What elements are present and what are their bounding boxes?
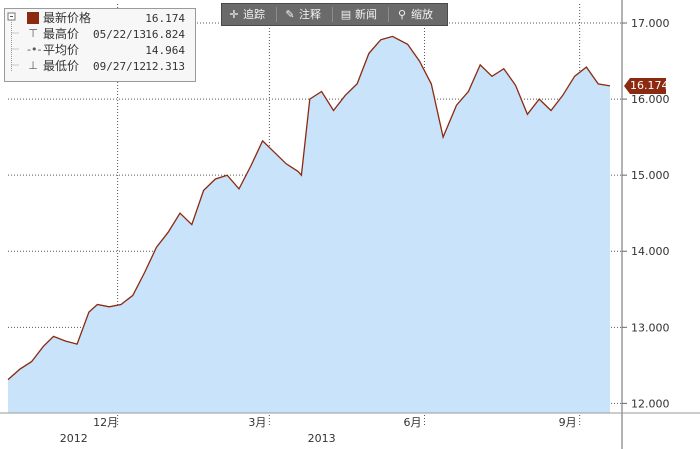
track-button[interactable]: ✛ 追踪 bbox=[228, 4, 265, 25]
y-tick-label: 12.000 bbox=[631, 397, 670, 410]
avg-price-label: 平均价 bbox=[43, 43, 80, 57]
x-tick-label: 9月 bbox=[559, 416, 577, 429]
price-area-fill bbox=[8, 36, 610, 414]
y-tick-label: 17.000 bbox=[631, 17, 670, 30]
high-marker-icon: ⊤ bbox=[28, 27, 38, 40]
legend-row-avg: -•- 平均价 14.964 bbox=[5, 43, 191, 58]
x-tick-label: 3月 bbox=[248, 416, 266, 429]
last-price-tag: 16.174 bbox=[624, 78, 669, 94]
year-label: 2013 bbox=[308, 432, 336, 445]
x-tick-label: 12月 bbox=[93, 416, 118, 429]
low-price-date: 09/27/12 bbox=[93, 60, 146, 73]
annotate-button-label: 注释 bbox=[299, 8, 321, 21]
news-button-label: 新闻 bbox=[355, 8, 377, 21]
y-tick-label: 16.000 bbox=[631, 93, 670, 106]
average-marker-icon: -•- bbox=[27, 43, 42, 56]
last-price-value: 16.174 bbox=[145, 12, 185, 25]
low-marker-icon: ⊥ bbox=[28, 59, 38, 72]
y-tick-label: 13.000 bbox=[631, 321, 670, 334]
high-price-label: 最高价 bbox=[43, 27, 80, 41]
crosshair-icon: ✛ bbox=[229, 8, 239, 21]
y-tick-label: 15.000 bbox=[631, 169, 670, 182]
zoom-icon: ⚲ bbox=[397, 8, 407, 21]
legend-row-last: 最新价格 16.174 bbox=[5, 11, 191, 26]
last-price-swatch bbox=[27, 12, 39, 24]
legend-row-high: ⊤ 最高价 05/22/13 16.824 bbox=[5, 27, 191, 42]
last-price-label: 最新价格 bbox=[43, 11, 92, 25]
price-line bbox=[7, 35, 611, 381]
chart-toolbar: ✛ 追踪 ✎ 注释 ▤ 新闻 ⚲ 缩放 bbox=[221, 3, 448, 26]
pen-icon: ✎ bbox=[285, 8, 295, 21]
x-tick-label: 6月 bbox=[404, 416, 422, 429]
zoom-button[interactable]: ⚲ 缩放 bbox=[396, 4, 433, 25]
track-button-label: 追踪 bbox=[243, 8, 265, 21]
annotate-button[interactable]: ✎ 注释 bbox=[284, 4, 321, 25]
low-price-label: 最低价 bbox=[43, 59, 80, 73]
legend-row-low: ⊥ 最低价 09/27/12 12.313 bbox=[5, 59, 191, 74]
zoom-button-label: 缩放 bbox=[411, 8, 433, 21]
avg-price-value: 14.964 bbox=[145, 44, 185, 57]
year-label: 2012 bbox=[60, 432, 88, 445]
legend: 最新价格 16.174 ⊤ 最高价 05/22/13 16.824 -•- 平均… bbox=[4, 8, 196, 82]
y-tick-label: 14.000 bbox=[631, 245, 670, 258]
low-price-value: 12.313 bbox=[145, 60, 185, 73]
high-price-date: 05/22/13 bbox=[93, 28, 146, 41]
high-price-value: 16.824 bbox=[145, 28, 185, 41]
news-icon: ▤ bbox=[340, 8, 352, 21]
legend-tree-lines bbox=[7, 12, 19, 71]
news-button[interactable]: ▤ 新闻 bbox=[340, 4, 377, 25]
